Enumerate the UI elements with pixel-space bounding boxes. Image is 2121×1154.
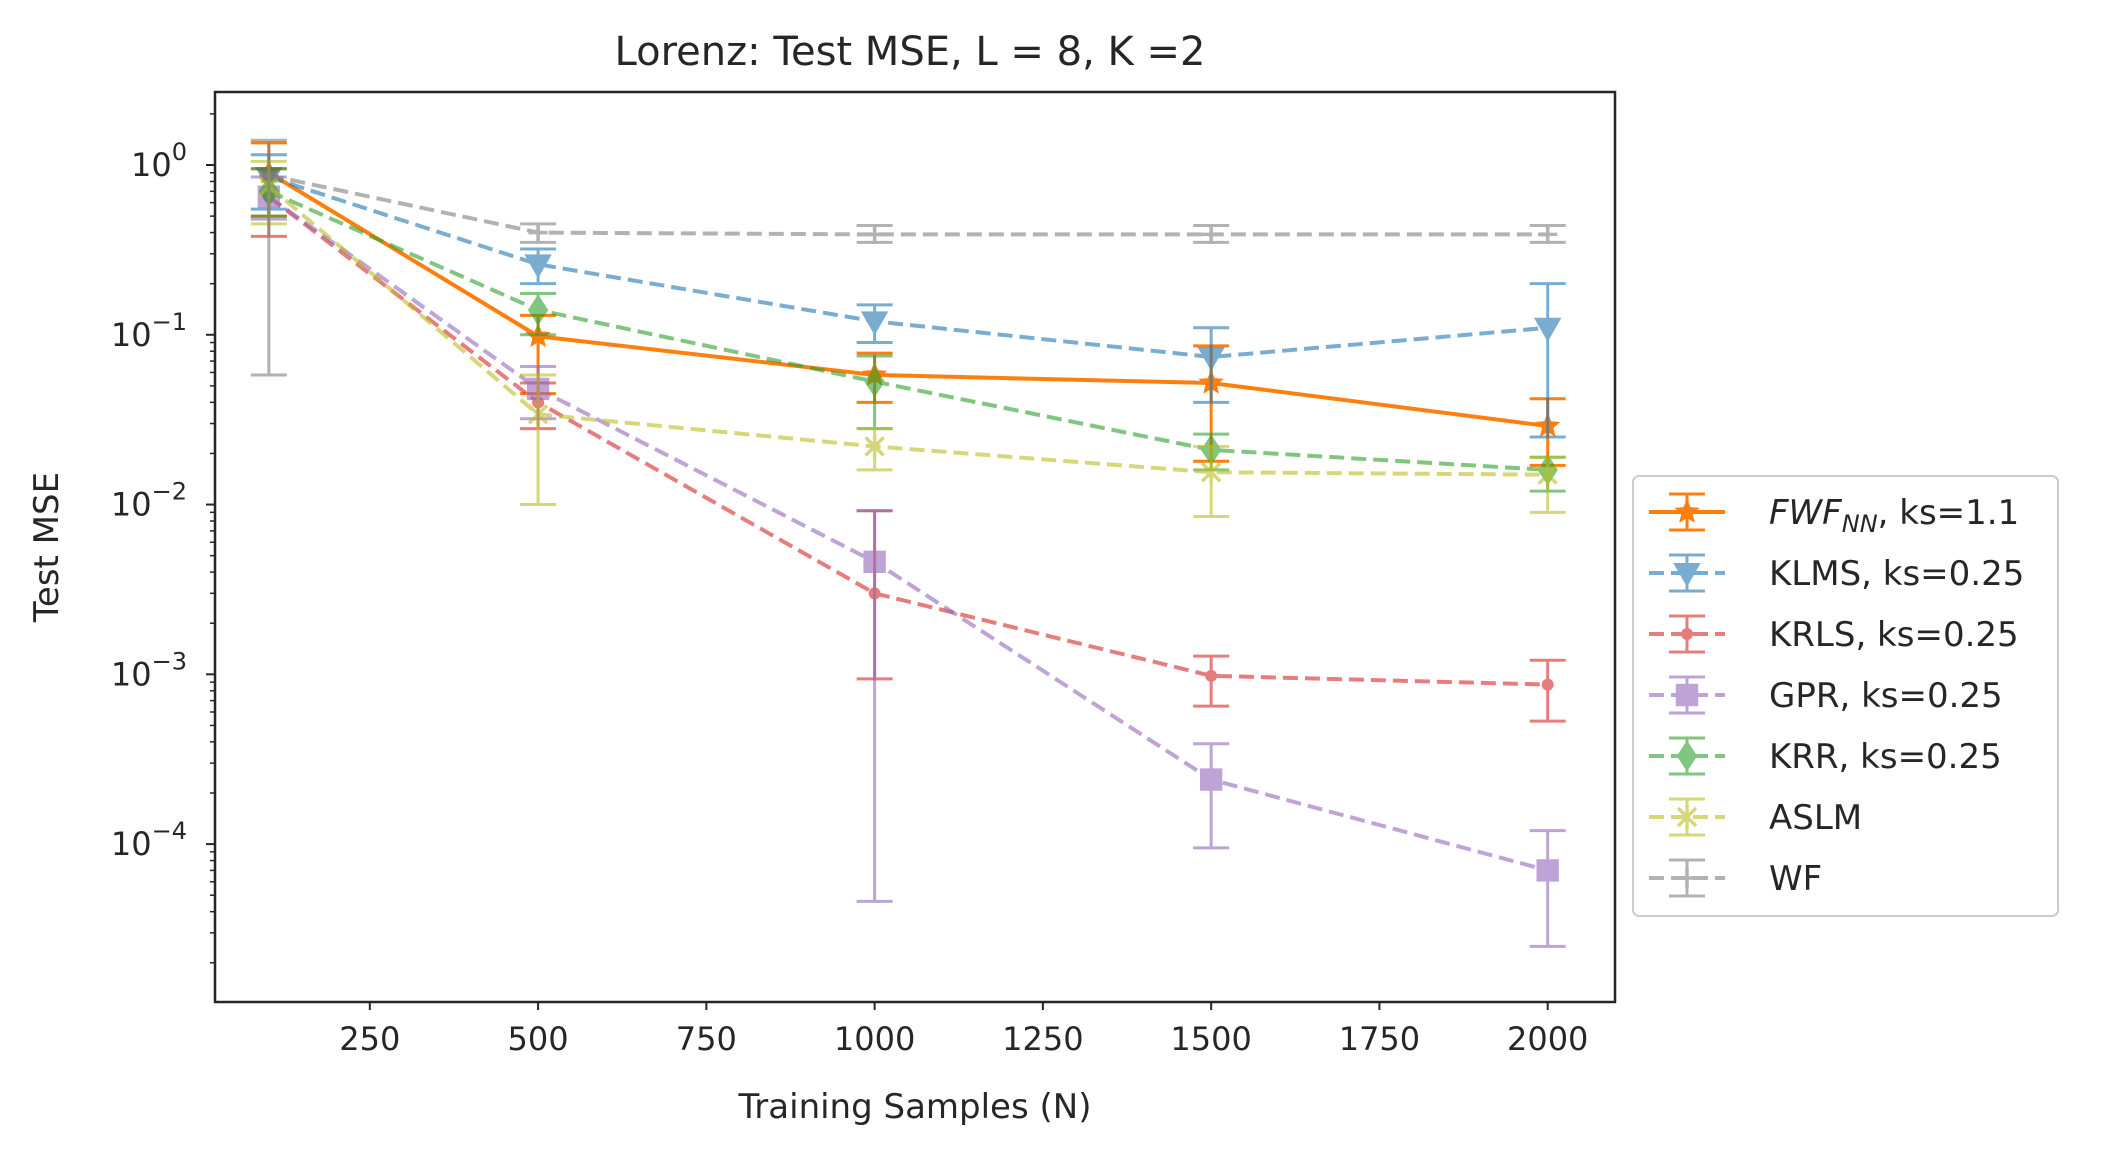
data-point (259, 165, 279, 185)
data-point (1536, 859, 1559, 882)
y-tick-label: 10−2 (111, 478, 187, 524)
legend-label: GPR, ks=0.25 (1769, 676, 2003, 716)
legend-marker (1676, 740, 1698, 772)
legend-entry: KRLS, ks=0.25 (1649, 614, 2019, 655)
series-6 (250, 138, 1566, 377)
data-point (1538, 224, 1558, 245)
y-axis: 100 10−1 10−2 10−3 10−4 (111, 113, 215, 964)
legend-handle (1649, 492, 1725, 532)
data-point (1541, 678, 1554, 691)
legend-entry: KLMS, ks=0.25 (1649, 553, 2024, 594)
legend-entry: KRR, ks=0.25 (1649, 736, 2002, 777)
series-line (268, 173, 1548, 237)
data-point (527, 294, 549, 326)
data-point (863, 550, 886, 574)
legend-label: WF (1769, 859, 1822, 899)
legend-label: FWFNN, ks=1.1 (1769, 493, 2019, 538)
legend-entry: FWFNN, ks=1.1 (1649, 492, 2019, 538)
legend-label: KLMS, ks=0.25 (1769, 554, 2024, 594)
legend-entry: WF (1649, 858, 1822, 899)
legend-marker (1677, 868, 1697, 888)
plot-area (250, 138, 1566, 948)
legend-handle (1649, 614, 1725, 654)
data-point (524, 254, 552, 279)
legend-handle (1649, 553, 1725, 593)
legend-label: ASLM (1769, 798, 1862, 838)
data-point (865, 224, 885, 245)
legend-box (1632, 475, 2059, 917)
data-point (1201, 224, 1221, 245)
legend-label: KRLS, ks=0.25 (1769, 615, 2019, 655)
plot-frame (213, 90, 1617, 1004)
legend-marker (1674, 498, 1700, 523)
data-point (1200, 460, 1222, 485)
chart-title: Lorenz: Test MSE, L = 8, K =2 (615, 29, 1206, 75)
x-tick-label: 750 (676, 1020, 737, 1058)
data-point (864, 434, 885, 459)
data-point (860, 311, 889, 336)
data-point (528, 222, 548, 243)
legend-handle (1649, 675, 1725, 715)
x-axis-label: Training Samples (N) (738, 1087, 1092, 1127)
x-tick-label: 250 (339, 1020, 400, 1058)
x-tick-label: 500 (508, 1020, 569, 1058)
data-point (1537, 462, 1558, 487)
y-tick-label: 100 (131, 138, 187, 184)
legend-entry: GPR, ks=0.25 (1649, 675, 2003, 716)
legend-handle (1649, 736, 1725, 776)
legend-entry: ASLM (1649, 797, 1862, 838)
x-tick-label: 2000 (1507, 1020, 1588, 1058)
data-point (1199, 768, 1223, 791)
y-tick-label: 10−1 (111, 308, 187, 354)
legend-handle (1649, 858, 1725, 898)
y-axis-label: Test MSE (27, 472, 67, 623)
legend-handle (1649, 797, 1725, 837)
legend-marker (1676, 805, 1698, 829)
data-point (1533, 317, 1562, 342)
y-tick-label: 10−3 (111, 647, 187, 693)
y-tick-label: 10−4 (111, 817, 187, 863)
data-point (864, 365, 885, 398)
legend: FWFNN, ks=1.1 KLMS, ks=0.25 KRLS, ks=0.25 G… (1632, 475, 2059, 917)
x-tick-label: 1250 (1002, 1020, 1083, 1058)
data-point (527, 402, 549, 427)
x-tick-label: 1750 (1339, 1020, 1420, 1058)
x-axis: 250 500 750 1000 1250 1500 1750 2000 (339, 1002, 1588, 1058)
legend-marker (1673, 563, 1701, 588)
data-point (1197, 346, 1225, 371)
data-point (1205, 669, 1218, 682)
x-tick-label: 1500 (1170, 1020, 1251, 1058)
legend-marker (1681, 628, 1693, 640)
x-tick-label: 1000 (834, 1020, 915, 1058)
series-5 (250, 159, 1566, 519)
legend-label: KRR, ks=0.25 (1769, 737, 2002, 777)
legend-marker (1675, 683, 1699, 707)
series-line (267, 195, 1548, 687)
